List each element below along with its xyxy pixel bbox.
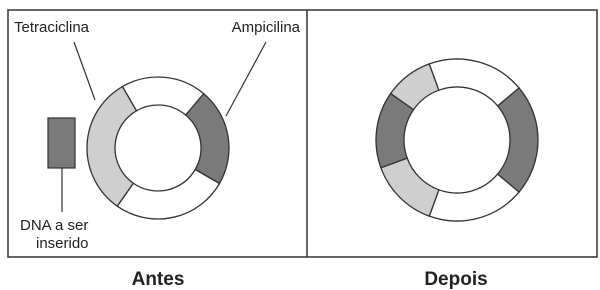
dna-insert (48, 118, 75, 168)
diagram: Tetraciclina Ampicilina DNA a ser inseri… (0, 0, 600, 290)
panel-title: Antes (132, 269, 185, 290)
label: Ampicilina (232, 19, 301, 36)
page: Tetraciclina Ampicilina DNA a ser inseri… (0, 0, 600, 290)
label: DNA a ser (20, 217, 88, 234)
label: Tetraciclina (14, 19, 90, 36)
panel-title: Depois (424, 269, 487, 290)
label: inserido (36, 235, 89, 252)
